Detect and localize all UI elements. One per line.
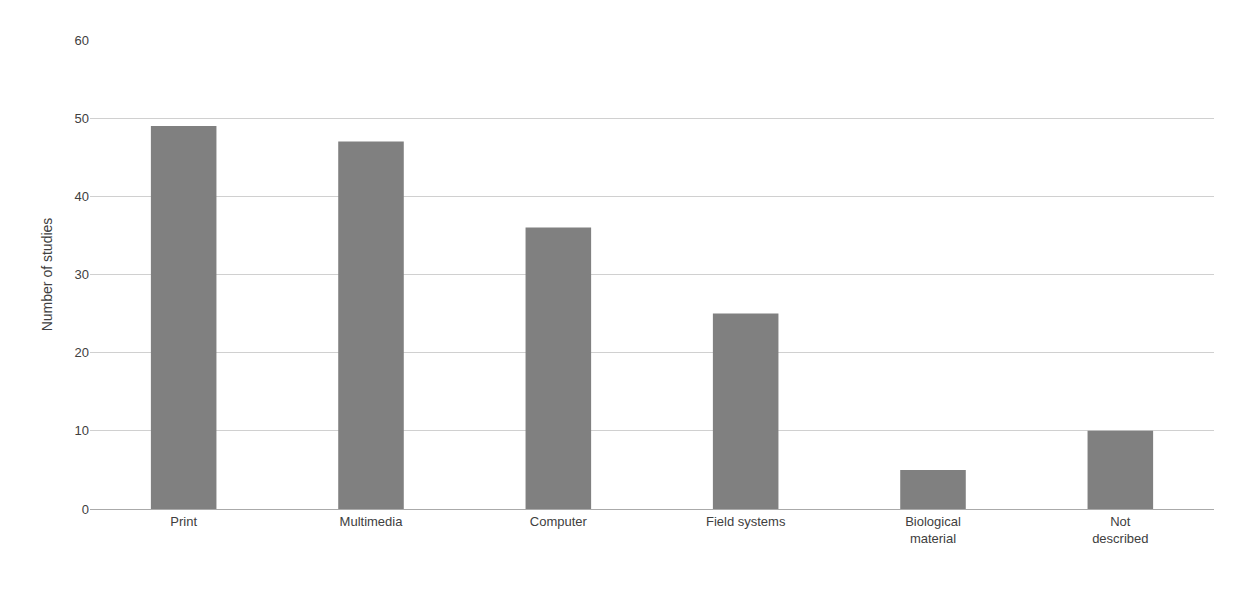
svg-text:Print: Print bbox=[170, 514, 197, 529]
svg-text:0: 0 bbox=[82, 502, 89, 517]
svg-text:60: 60 bbox=[75, 33, 89, 48]
svg-text:Notdescribed: Notdescribed bbox=[1092, 514, 1148, 546]
svg-text:Field systems: Field systems bbox=[706, 514, 786, 529]
svg-text:Biologicalmaterial: Biologicalmaterial bbox=[905, 514, 961, 546]
svg-text:Multimedia: Multimedia bbox=[340, 514, 404, 529]
svg-text:Computer: Computer bbox=[530, 514, 588, 529]
svg-text:10: 10 bbox=[75, 423, 89, 438]
svg-text:40: 40 bbox=[75, 189, 89, 204]
svg-text:20: 20 bbox=[75, 345, 89, 360]
svg-text:50: 50 bbox=[75, 111, 89, 126]
svg-text:Number of studies: Number of studies bbox=[39, 218, 55, 332]
svg-text:30: 30 bbox=[75, 267, 89, 282]
